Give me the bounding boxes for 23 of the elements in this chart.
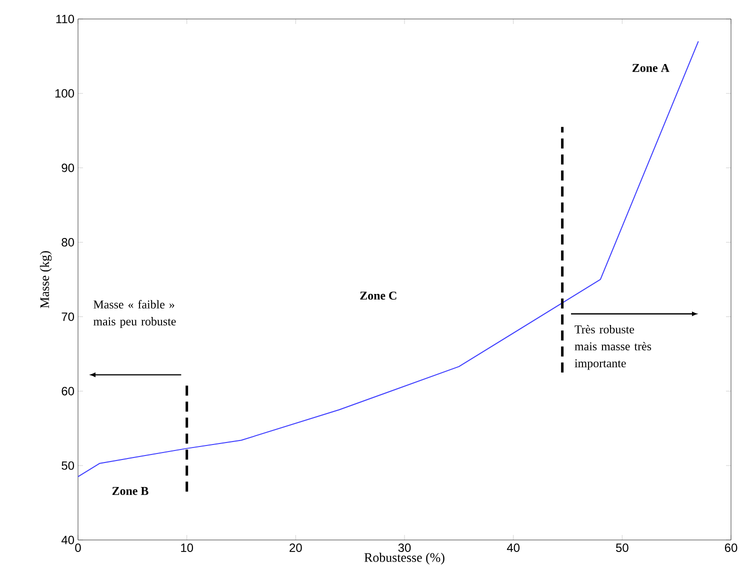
y-tick-label: 90 <box>62 164 74 172</box>
y-tick-label: 60 <box>62 386 74 396</box>
x-tick-label: 0 <box>75 544 81 552</box>
x-tick-label: 60 <box>724 544 738 552</box>
annotation: Zone B <box>112 487 148 495</box>
x-tick-label: 30 <box>398 544 411 552</box>
x-axis-title: Robustesse (%) <box>364 552 444 565</box>
y-tick-label: 100 <box>55 89 74 98</box>
y-axis-title: Masse (kg) <box>40 251 52 308</box>
x-tick-label: 20 <box>290 544 302 552</box>
y-tick-label: 40 <box>61 536 74 544</box>
annotation: Zone C <box>360 292 396 300</box>
annotation: Zone A <box>632 64 670 72</box>
x-tick-label: 10 <box>181 544 194 552</box>
annotation: Très robuste mais masse très importante <box>574 325 652 370</box>
line-series <box>78 40 699 478</box>
x-tick-label: 50 <box>616 544 628 552</box>
y-tick-label: 50 <box>62 461 74 470</box>
y-tick-label: 70 <box>62 312 74 321</box>
y-tick-label: 110 <box>56 14 74 24</box>
annotation: Masse « faible » mais peu robuste <box>93 300 176 328</box>
x-tick-label: 40 <box>506 544 520 552</box>
y-tick-label: 80 <box>62 238 74 246</box>
